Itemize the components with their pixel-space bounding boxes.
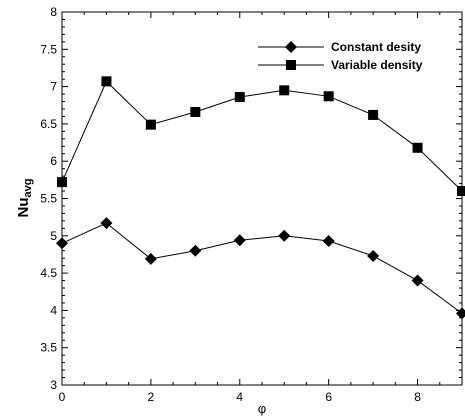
x-axis-title: φ [258,401,266,416]
x-tick-label: 4 [236,390,243,404]
data-point-square [190,106,201,117]
legend-marker-variable [286,60,296,70]
y-tick-label: 3 [50,378,57,392]
data-point-square [457,186,465,197]
legend-label-constant: Constant desity [331,40,421,54]
data-point-square [279,85,290,96]
data-point-diamond [144,252,157,265]
y-axis-title: Nuavg [15,179,34,218]
data-point-diamond [100,217,113,230]
y-tick-label: 5 [50,229,57,243]
data-point-square [101,76,112,87]
y-tick-label: 4.5 [40,266,57,280]
data-point-diamond [233,234,246,247]
data-point-diamond [411,274,424,287]
y-tick-label: 7.5 [40,42,57,56]
data-point-diamond [56,237,68,250]
data-point-diamond [367,249,380,262]
y-tick-label: 6.5 [40,117,57,131]
y-tick-label: 7 [50,80,57,94]
x-tick-label: 8 [414,390,421,404]
x-tick-label: 0 [59,390,66,404]
data-point-diamond [189,244,202,257]
y-tick-label: 3.5 [40,341,57,355]
legend-marker-constant [285,41,297,53]
data-point-square [57,177,67,188]
y-tick-label: 4 [50,303,57,317]
y-tick-label: 5.5 [40,192,57,206]
y-tick-label: 8 [50,5,57,19]
legend-label-variable: Variable density [331,58,423,72]
data-point-diamond [456,307,465,320]
x-tick-label: 6 [325,390,332,404]
x-tick-label: 2 [148,390,155,404]
data-point-square [145,119,156,130]
data-point-square [412,142,423,153]
data-point-diamond [278,229,291,242]
y-axis-title-subscript: avg [22,179,34,198]
data-point-diamond [322,235,335,248]
y-axis-title-main: Nu [15,197,32,217]
series-line-0 [61,222,463,314]
series-line-1 [61,80,463,192]
ticks-layer: 0 2 4 6 8 3 3.5 4 4.5 5 5.5 6 6.5 7 7.5 8 [40,5,463,404]
data-point-square [368,109,379,120]
series-layer [56,76,465,320]
data-point-square [234,92,245,103]
legend: Constant desity Variable density [258,40,423,72]
y-tick-label: 6 [50,154,57,168]
data-point-square [323,91,334,102]
